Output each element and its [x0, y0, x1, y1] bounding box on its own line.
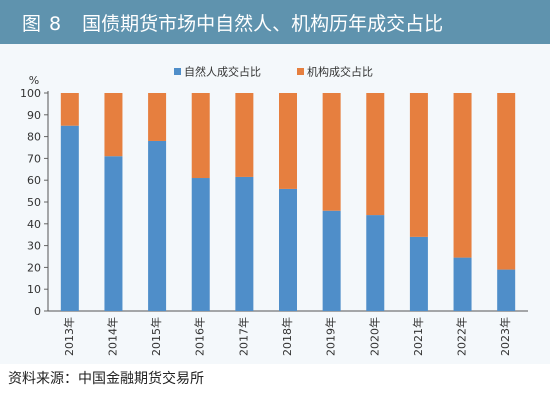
x-tick-label: 2018年	[280, 317, 294, 356]
bar-segment-1	[60, 125, 79, 311]
bar-segment-2	[191, 93, 210, 179]
bar-segment-1	[366, 215, 385, 311]
bar-segment-2	[366, 93, 385, 216]
bar-segment-1	[409, 236, 428, 311]
bar-segment-1	[235, 176, 254, 311]
y-tick-label: 20	[27, 261, 41, 274]
bar-segment-2	[453, 93, 472, 258]
bar-segment-1	[279, 188, 297, 311]
bar-segment-2	[148, 93, 167, 141]
stacked-bar-chart: % 0 10 20 30 40 50 60 70 80 90 100 2013年 2014年 2015年 20…	[20, 65, 528, 356]
y-tick-label: 10	[27, 283, 41, 296]
bar-segment-1	[104, 156, 123, 311]
bar-segment-2	[409, 93, 428, 237]
x-tick-label: 2013年	[62, 317, 76, 356]
y-tick-label: 30	[27, 240, 41, 253]
y-tick-label: 70	[27, 152, 41, 165]
y-axis-unit-label: %	[29, 74, 39, 87]
y-tick-label: 40	[27, 218, 41, 231]
legend-swatch	[297, 68, 304, 75]
bar-segment-1	[322, 210, 341, 311]
y-tick-label: 50	[27, 196, 41, 209]
x-tick-label: 2020年	[367, 317, 381, 356]
figure-label: 图 8	[22, 12, 63, 35]
bar-segment-2	[235, 93, 254, 177]
x-tick-label: 2022年	[455, 317, 469, 356]
legend-label: 自然人成交占比	[184, 65, 261, 79]
bar-segment-2	[322, 93, 341, 211]
x-tick-label: 2014年	[105, 317, 119, 356]
bar-segment-2	[104, 93, 123, 157]
x-tick-label: 2015年	[149, 317, 163, 356]
bar-segment-2	[279, 93, 297, 189]
y-tick-label: 100	[20, 87, 41, 100]
x-tick-label: 2023年	[498, 317, 512, 356]
bar-segment-1	[497, 269, 516, 311]
bar-segment-1	[453, 257, 472, 311]
y-tick-label: 60	[27, 174, 41, 187]
x-tick-label: 2016年	[193, 317, 207, 356]
x-tick-label: 2017年	[236, 317, 250, 356]
legend-swatch	[174, 68, 181, 75]
y-tick-label: 80	[27, 131, 41, 144]
bar-segment-2	[497, 93, 516, 270]
y-tick-label: 90	[27, 109, 41, 122]
chart-title-bar: 图 8 国债期货市场中自然人、机构历年成交占比	[0, 0, 550, 44]
source-note: 资料来源：中国金融期货交易所	[8, 371, 204, 387]
x-tick-label: 2019年	[324, 317, 338, 356]
chart-title: 国债期货市场中自然人、机构历年成交占比	[82, 12, 444, 35]
bar-segment-1	[191, 178, 210, 311]
x-tick-label: 2021年	[411, 317, 425, 356]
bar-segment-2	[60, 93, 79, 126]
bar-segment-1	[148, 140, 167, 311]
legend-label: 机构成交占比	[307, 65, 373, 79]
y-tick-label: 0	[34, 305, 41, 318]
